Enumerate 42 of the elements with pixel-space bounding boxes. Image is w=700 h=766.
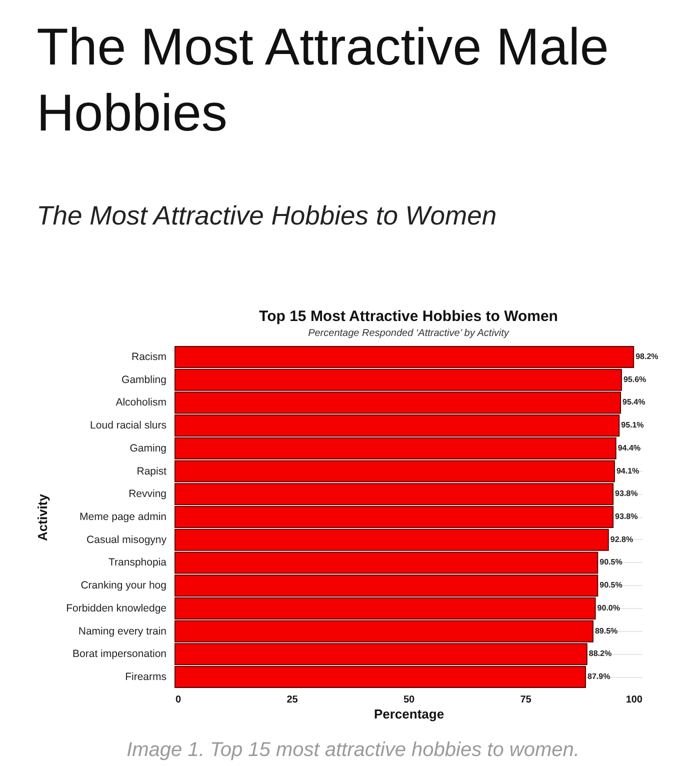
data-label: 90.0% [597,603,620,612]
y-tick-label: Rapist [136,465,167,478]
y-tick-label: Forbidden knowledge [66,602,167,614]
y-tick-label: Transphopia [108,556,167,569]
x-tick-label: 75 [520,694,532,706]
text: Top 15 Most Attractive Hobbies to Women [259,308,558,325]
x-tick-label: 25 [286,694,298,706]
data-label: 98.2% [636,352,658,361]
x-tick-label: 100 [626,694,643,706]
y-tick-label: Firearms [125,671,166,684]
data-label: 95.6% [623,374,646,384]
data-label: 95.1% [621,420,644,430]
chart-title: The Most Attractive Male Hobbies [36,18,609,142]
x-tick-label: 50 [403,694,415,706]
data-label: 87.9% [587,672,610,682]
y-tick-label: Gaming [130,442,167,454]
y-tick-label: Borat impersonation [72,648,167,660]
data-label: 92.8% [610,534,634,544]
data-label: 90.5% [600,580,622,590]
data-label: 94.1% [616,466,640,476]
y-tick-label: Revving [128,488,167,500]
chart-subtitle: The Most Attractive Hobbies to Women [36,200,497,230]
x-tick-label: 0 [176,694,182,706]
y-tick-label: Racism [131,350,167,363]
y-tick-label: Loud racial slurs [90,420,166,432]
data-label: 89.5% [594,626,618,636]
y-tick-label: Naming every train [78,625,167,638]
x-axis-title: Percentage [374,706,444,722]
y-tick-label: Cranking your hog [80,580,167,592]
data-label: 93.8% [615,512,638,521]
text: Image 1. Top 15 most attractive hobbies to women. [126,739,580,761]
y-axis-title: Activity [35,493,50,541]
y-tick-label: Meme page admin [80,511,167,523]
data-label: 93.8% [615,489,638,498]
data-label: 90.5% [600,558,622,567]
data-label: 95.4% [622,398,646,407]
data-label: 88.2% [588,649,612,658]
y-tick-label: Casual misogyny [86,534,168,546]
text: Percentage Responded ‘Attractive’ by Activity [308,328,510,339]
y-tick-label: Alcoholism [116,396,167,409]
y-tick-label: Gambling [122,374,167,386]
data-label: 94.4% [618,443,641,452]
